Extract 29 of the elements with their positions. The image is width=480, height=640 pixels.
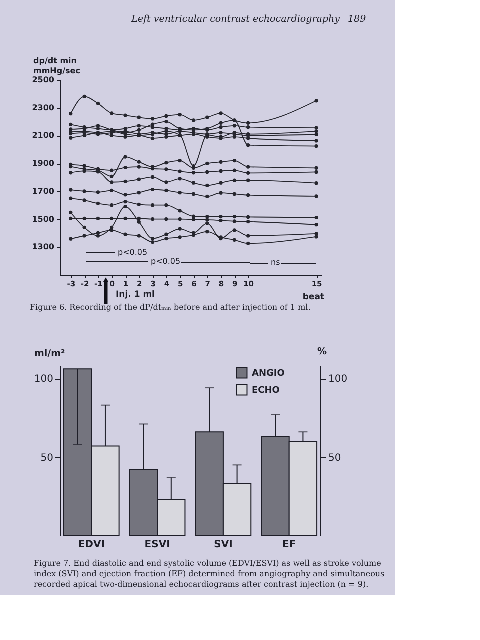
x-axis-title: beat <box>302 292 324 302</box>
y-tick-label: 2500 <box>32 76 55 84</box>
y-tick-label: 50 <box>40 452 54 464</box>
x-tick-label: SVI <box>214 540 233 550</box>
y-tick-label: 1500 <box>32 214 55 224</box>
annotation: p<0.05 <box>151 257 181 266</box>
y2-axis-title: % <box>318 346 328 358</box>
y-tick-label: 1300 <box>32 242 55 252</box>
legend-label: ECHO <box>252 386 280 396</box>
y2-tick-label: 100 <box>328 374 348 386</box>
y-tick-label: 1700 <box>32 186 55 196</box>
caption: Figure 6. Recording of the dP/dtₘᵢₙ before and after injection of 1 ml. <box>30 303 311 312</box>
y-axis-title: dp/dt min mmHg/sec <box>34 56 81 76</box>
annotation: p<0.05 <box>118 248 148 257</box>
x-tick-label: ESVI <box>144 540 170 550</box>
annotation: ns <box>271 258 280 267</box>
y2-tick-label: 50 <box>328 452 342 464</box>
text: Left ventricular contrast echocardiography <box>130 14 341 25</box>
y-tick-label: 1900 <box>32 159 55 168</box>
y-tick-label: 2100 <box>32 131 55 140</box>
text: Inj. 1 ml <box>116 290 156 300</box>
caption: Figure 7. End diastolic and end systolic volume (EDVI/ESVI) as well as stroke volume index (SVI) and ejection fraction (EF) determined from angiography and simultaneous recorded apical two-dimensional echocardiograms after contrast injection (n = 9). <box>34 559 385 589</box>
x-tick-label: EF <box>282 540 296 550</box>
legend-label: ANGIO <box>252 369 286 379</box>
x-tick-label: EDVI <box>78 540 105 550</box>
y-tick-label: 2300 <box>32 103 55 112</box>
y-tick-label: 100 <box>34 374 54 386</box>
text: 189 <box>348 14 366 25</box>
y-axis-title: ml/m² <box>34 348 66 360</box>
